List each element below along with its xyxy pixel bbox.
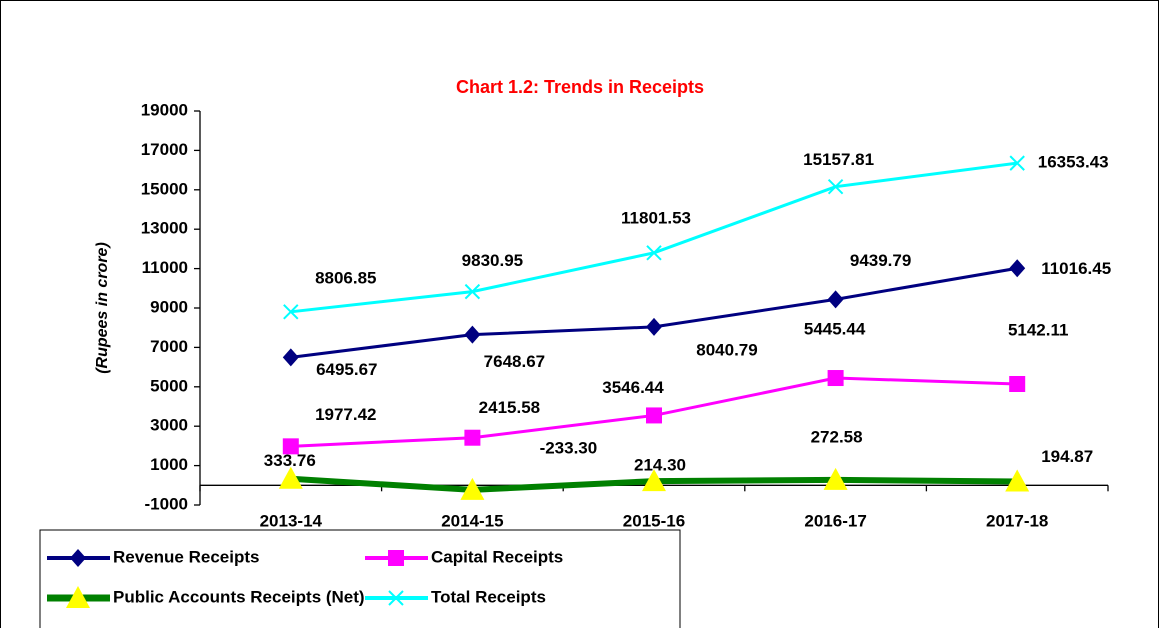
y-tick-label: 3000 bbox=[150, 416, 188, 435]
data-point bbox=[282, 348, 299, 367]
data-label: 8806.85 bbox=[315, 268, 376, 287]
x-tick-label: 2016-17 bbox=[804, 511, 866, 530]
y-tick-label: 1000 bbox=[150, 455, 188, 474]
data-point bbox=[464, 325, 481, 344]
data-point bbox=[823, 467, 848, 490]
legend-label: Total Receipts bbox=[431, 587, 546, 606]
legend-marker bbox=[70, 549, 86, 567]
data-label: 5445.44 bbox=[804, 320, 866, 339]
data-point bbox=[827, 370, 844, 387]
data-label: 9439.79 bbox=[850, 251, 911, 270]
data-label: 15157.81 bbox=[803, 150, 874, 169]
data-point bbox=[282, 438, 299, 455]
data-label: 214.30 bbox=[634, 456, 686, 475]
data-point bbox=[646, 407, 662, 424]
y-tick-label: 7000 bbox=[150, 337, 188, 356]
y-axis-label: (Rupees in crore) bbox=[94, 242, 111, 374]
legend-label: Capital Receipts bbox=[431, 547, 563, 566]
data-point bbox=[642, 469, 666, 492]
x-tick-label: 2017-18 bbox=[986, 511, 1048, 530]
data-label: 333.76 bbox=[264, 451, 316, 470]
data-point bbox=[283, 304, 299, 320]
data-label: 1977.42 bbox=[315, 405, 376, 424]
legend-marker bbox=[388, 590, 404, 606]
data-label: 16353.43 bbox=[1038, 153, 1109, 172]
y-tick-label: 17000 bbox=[141, 140, 188, 159]
x-tick-label: 2015-16 bbox=[623, 511, 685, 530]
legend-label: Public Accounts Receipts (Net) bbox=[113, 587, 365, 606]
data-label: 272.58 bbox=[811, 427, 863, 446]
data-point bbox=[460, 477, 485, 500]
chart-title: Chart 1.2: Trends in Receipts bbox=[456, 77, 704, 97]
data-point bbox=[464, 283, 481, 300]
legend bbox=[39, 529, 681, 628]
data-label: 9830.95 bbox=[462, 251, 523, 270]
y-tick-label: 11000 bbox=[142, 258, 188, 277]
legend-label: Revenue Receipts bbox=[113, 547, 259, 566]
data-point bbox=[646, 317, 662, 336]
data-point bbox=[1009, 259, 1026, 278]
data-label: 11801.53 bbox=[621, 208, 691, 227]
x-tick-label: 2013-14 bbox=[260, 511, 323, 530]
data-point bbox=[1009, 155, 1025, 171]
data-label: 3546.44 bbox=[602, 378, 664, 397]
y-tick-label: -1000 bbox=[145, 494, 188, 513]
y-tick-label: 9000 bbox=[150, 297, 188, 316]
data-label: 2415.58 bbox=[479, 398, 540, 417]
data-point bbox=[1009, 376, 1026, 393]
data-point bbox=[464, 429, 481, 446]
data-label: 8040.79 bbox=[696, 340, 757, 359]
data-point bbox=[827, 178, 844, 195]
y-tick-label: 5000 bbox=[150, 376, 188, 395]
data-label: 5142.11 bbox=[1008, 320, 1069, 339]
data-label: -233.30 bbox=[540, 438, 598, 457]
y-tick-label: 13000 bbox=[141, 219, 188, 238]
y-tick-label: 15000 bbox=[141, 179, 188, 198]
data-label: 6495.67 bbox=[316, 360, 377, 379]
y-tick-label: 19000 bbox=[141, 100, 188, 119]
data-point bbox=[1005, 469, 1030, 492]
data-label: 11016.45 bbox=[1041, 259, 1111, 278]
data-point bbox=[646, 245, 662, 261]
legend-marker bbox=[388, 550, 404, 566]
data-label: 194.87 bbox=[1041, 447, 1093, 466]
data-point bbox=[278, 466, 303, 489]
legend-marker bbox=[66, 586, 90, 608]
x-tick-label: 2014-15 bbox=[441, 511, 503, 530]
data-label: 7648.67 bbox=[484, 352, 545, 371]
data-point bbox=[827, 290, 844, 309]
